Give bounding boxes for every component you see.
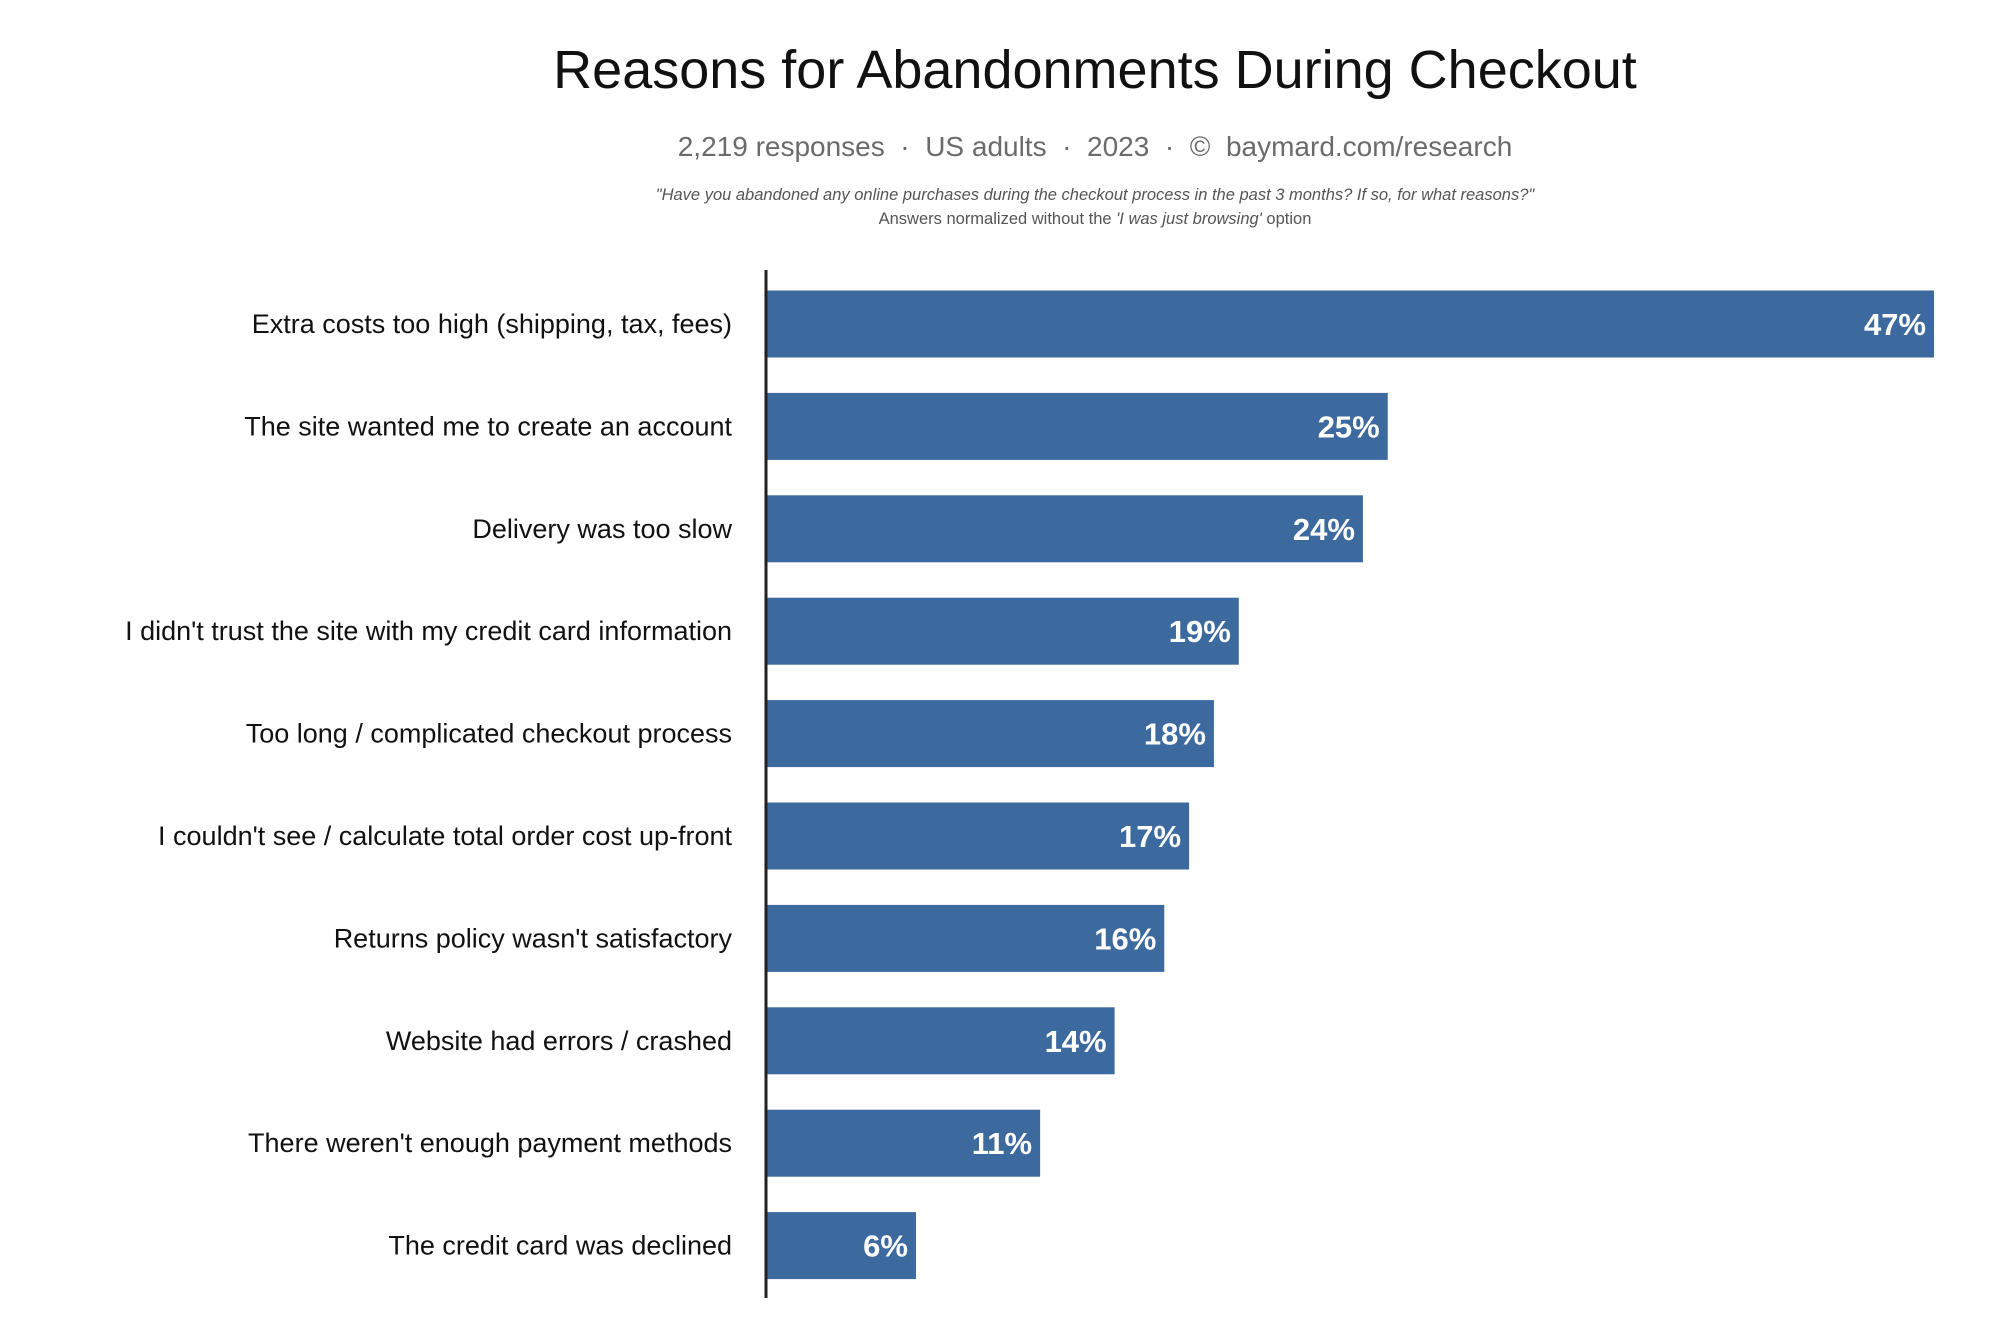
category-label: Extra costs too high (shipping, tax, fee… <box>252 309 732 339</box>
bar-value-label: 18% <box>1144 717 1206 752</box>
category-label: Returns policy wasn't satisfactory <box>334 923 733 953</box>
category-label: Delivery was too slow <box>472 514 732 544</box>
bars-group: 47% 25% 24% 19% 18% 17% 16% 14% 11% 6% <box>767 290 1934 1280</box>
category-label: The credit card was declined <box>388 1231 732 1261</box>
bar <box>767 1212 916 1280</box>
category-label: Too long / complicated checkout process <box>246 719 732 749</box>
bar-value-label: 25% <box>1318 409 1380 444</box>
bar <box>767 392 1388 460</box>
bar <box>767 597 1239 665</box>
category-label: I didn't trust the site with my credit c… <box>125 616 732 646</box>
chart-title: Reasons for Abandonments During Checkout <box>553 40 1637 100</box>
category-label: There weren't enough payment methods <box>248 1128 732 1158</box>
bar <box>767 290 1934 358</box>
bar-value-label: 6% <box>863 1229 908 1264</box>
bar <box>767 904 1165 972</box>
note-before: Answers normalized without the <box>879 210 1117 228</box>
note-italic: 'I was just browsing' <box>1116 210 1263 228</box>
bar-value-label: 11% <box>972 1126 1032 1161</box>
bar-value-label: 17% <box>1119 819 1181 854</box>
bar-value-label: 47% <box>1864 307 1926 342</box>
bar-value-label: 19% <box>1169 614 1231 649</box>
bar <box>767 495 1363 563</box>
survey-question: "Have you abandoned any online purchases… <box>656 186 1536 204</box>
category-label: Website had errors / crashed <box>386 1026 732 1056</box>
bar-value-label: 24% <box>1293 512 1355 547</box>
category-label: The site wanted me to create an account <box>244 411 732 441</box>
normalization-note: Answers normalized without the 'I was ju… <box>879 210 1312 228</box>
note-after: option <box>1262 210 1312 228</box>
category-labels-group: Extra costs too high (shipping, tax, fee… <box>125 309 732 1261</box>
bar-value-label: 14% <box>1045 1024 1107 1059</box>
bar <box>767 1007 1115 1075</box>
category-label: I couldn't see / calculate total order c… <box>158 821 732 851</box>
bar <box>767 700 1214 768</box>
chart-subtitle: 2,219 responses · US adults · 2023 · © b… <box>678 131 1513 162</box>
bar <box>767 1109 1041 1177</box>
bar <box>767 802 1190 870</box>
bar-value-label: 16% <box>1094 921 1156 956</box>
